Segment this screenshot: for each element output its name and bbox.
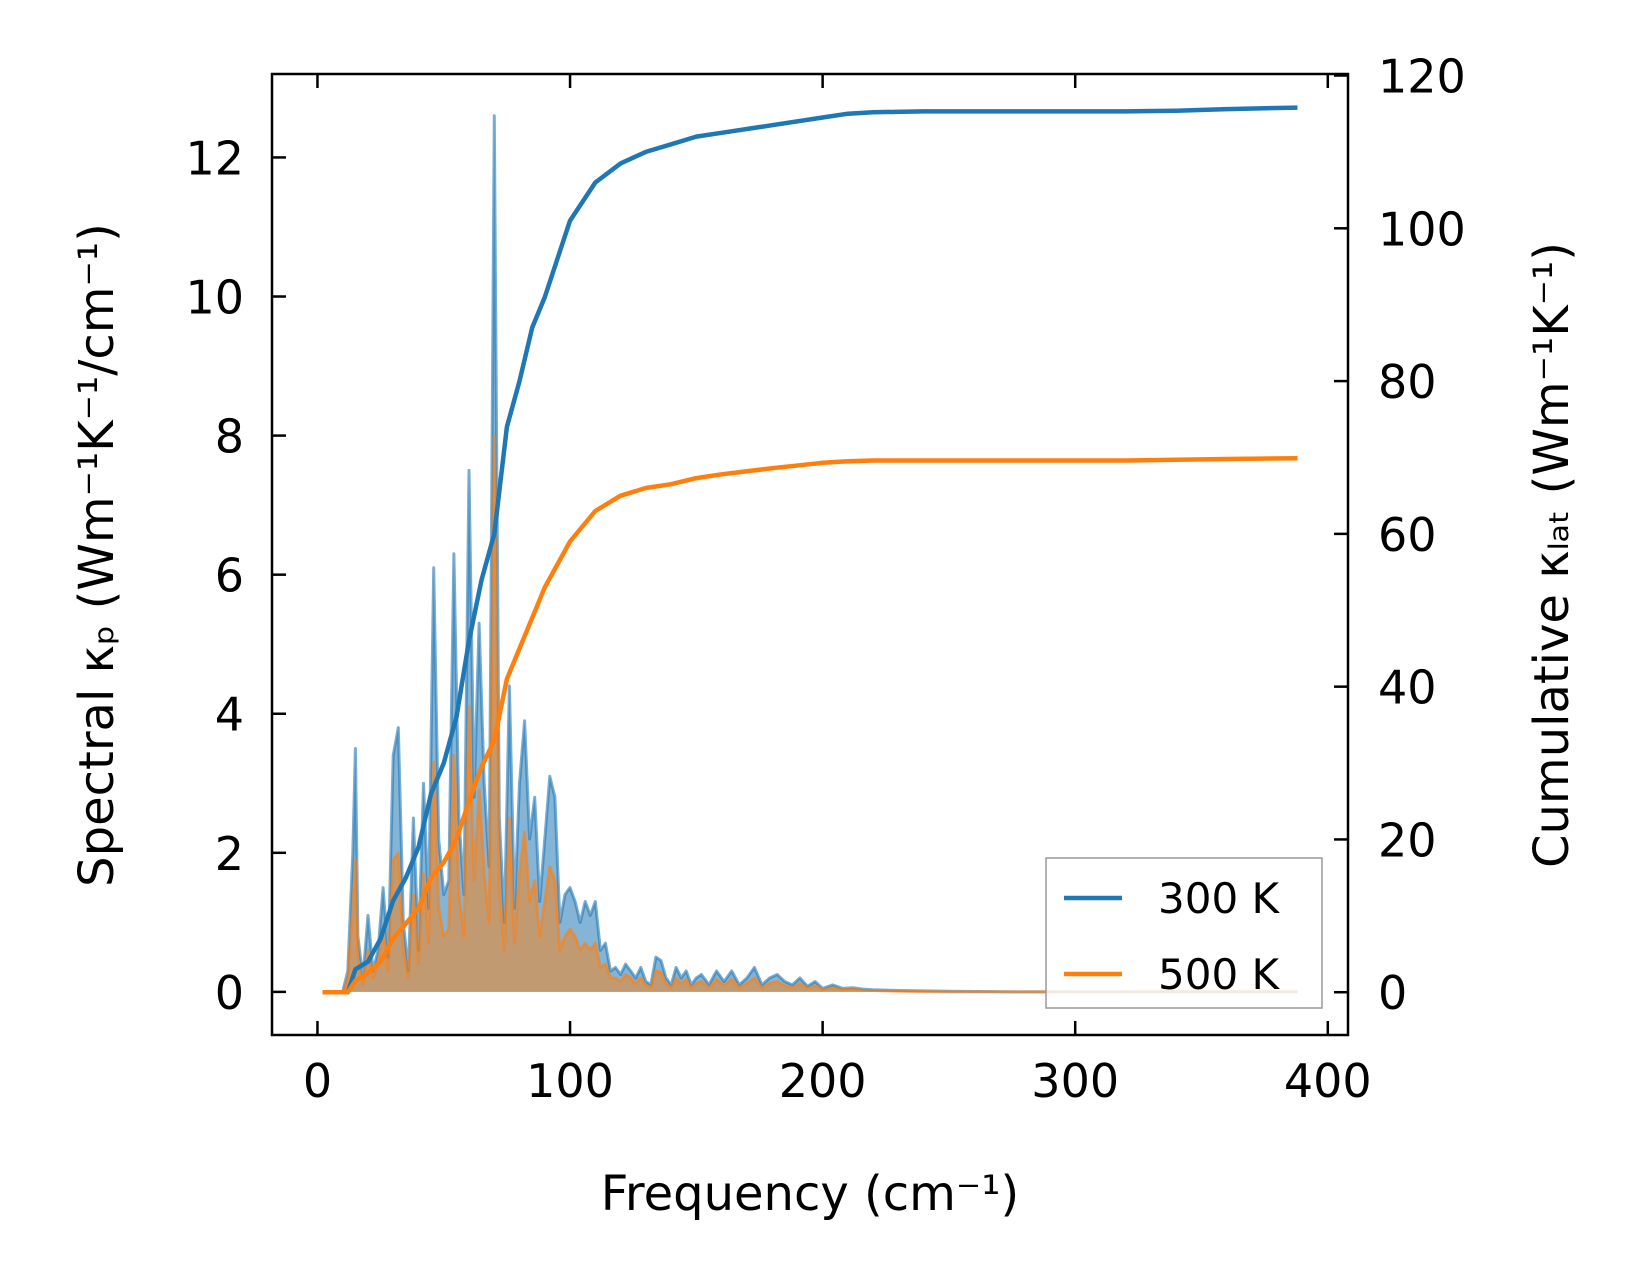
x-tick-label: 200 bbox=[779, 1054, 867, 1108]
x-tick-label: 0 bbox=[303, 1054, 332, 1108]
left-y-axis-title: Spectral κₚ (Wm⁻¹K⁻¹/cm⁻¹) bbox=[69, 223, 125, 887]
right-y-tick-label: 100 bbox=[1378, 202, 1466, 256]
legend: 300 K 500 K bbox=[1045, 857, 1323, 1009]
outline-500-k-spectral bbox=[322, 434, 1298, 994]
right-y-tick-label: 80 bbox=[1378, 355, 1437, 409]
plot-frame bbox=[270, 72, 1350, 1037]
left-y-tick-label: 12 bbox=[185, 131, 244, 185]
right-y-tick-label: 60 bbox=[1378, 508, 1437, 562]
x-tick-label: 400 bbox=[1284, 1054, 1372, 1108]
left-y-tick-label: 2 bbox=[215, 827, 244, 881]
right-y-tick-label: 20 bbox=[1378, 813, 1437, 867]
left-y-tick-label: 10 bbox=[185, 271, 244, 325]
x-axis-title: Frequency (cm⁻¹) bbox=[601, 1166, 1019, 1222]
left-y-tick-label: 6 bbox=[215, 549, 244, 603]
right-y-tick-label: 40 bbox=[1378, 661, 1437, 715]
series-line-layer bbox=[322, 105, 1298, 995]
x-tick-label: 300 bbox=[1031, 1054, 1119, 1108]
cumulative-line-300-k bbox=[322, 105, 1298, 995]
legend-box bbox=[1045, 857, 1323, 1009]
left-y-tick-label: 8 bbox=[215, 410, 244, 464]
right-y-tick-label: 0 bbox=[1378, 966, 1407, 1020]
legend-label-300-k: 300 K bbox=[1158, 874, 1281, 923]
legend-label-500-k: 500 K bbox=[1158, 950, 1281, 999]
x-tick-label: 100 bbox=[526, 1054, 614, 1108]
right-y-tick-label: 120 bbox=[1378, 50, 1466, 104]
right-y-axis-title: Cumulative κₗₐₜ (Wm⁻¹K⁻¹) bbox=[1524, 242, 1580, 868]
left-y-tick-label: 0 bbox=[215, 966, 244, 1020]
cumulative-line-500-k bbox=[322, 455, 1298, 995]
left-y-tick-label: 4 bbox=[215, 688, 244, 742]
